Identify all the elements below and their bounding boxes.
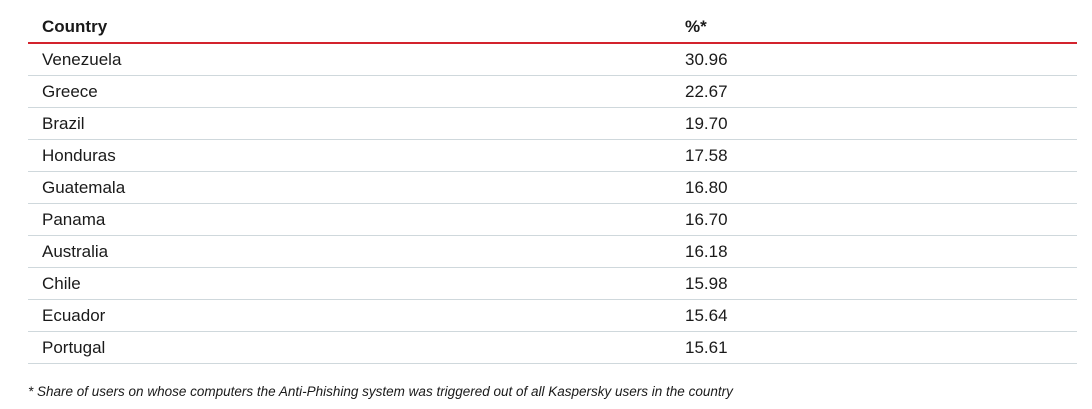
table-header-row: Country %* [28,12,1077,44]
table-row: Brazil 19.70 [28,107,1077,140]
percent-cell: 30.96 [671,43,1077,76]
percent-cell: 15.61 [671,331,1077,364]
table-row: Panama 16.70 [28,203,1077,236]
country-cell: Greece [28,75,671,108]
country-cell: Venezuela [28,43,671,76]
table-row: Ecuador 15.64 [28,299,1077,332]
country-cell: Honduras [28,139,671,172]
table-footnote: * Share of users on whose computers the … [28,384,733,399]
country-cell: Australia [28,235,671,268]
country-cell: Panama [28,203,671,236]
percent-cell: 17.58 [671,139,1077,172]
country-cell: Chile [28,267,671,300]
country-cell: Brazil [28,107,671,140]
column-header-percent: %* [671,12,1077,44]
country-cell: Guatemala [28,171,671,204]
table-row: Greece 22.67 [28,75,1077,108]
column-header-country: Country [28,12,671,44]
percent-cell: 15.64 [671,299,1077,332]
table-row: Chile 15.98 [28,267,1077,300]
country-cell: Ecuador [28,299,671,332]
percent-cell: 16.18 [671,235,1077,268]
country-cell: Portugal [28,331,671,364]
table-row: Australia 16.18 [28,235,1077,268]
country-table-container: Country %* Venezuela 30.96 Greece 22.67 … [28,12,1077,364]
country-table: Country %* Venezuela 30.96 Greece 22.67 … [28,12,1077,364]
percent-cell: 15.98 [671,267,1077,300]
table-row: Honduras 17.58 [28,139,1077,172]
percent-cell: 19.70 [671,107,1077,140]
percent-cell: 16.70 [671,203,1077,236]
percent-cell: 22.67 [671,75,1077,108]
table-row: Guatemala 16.80 [28,171,1077,204]
percent-cell: 16.80 [671,171,1077,204]
table-row: Venezuela 30.96 [28,43,1077,76]
table-row: Portugal 15.61 [28,331,1077,364]
